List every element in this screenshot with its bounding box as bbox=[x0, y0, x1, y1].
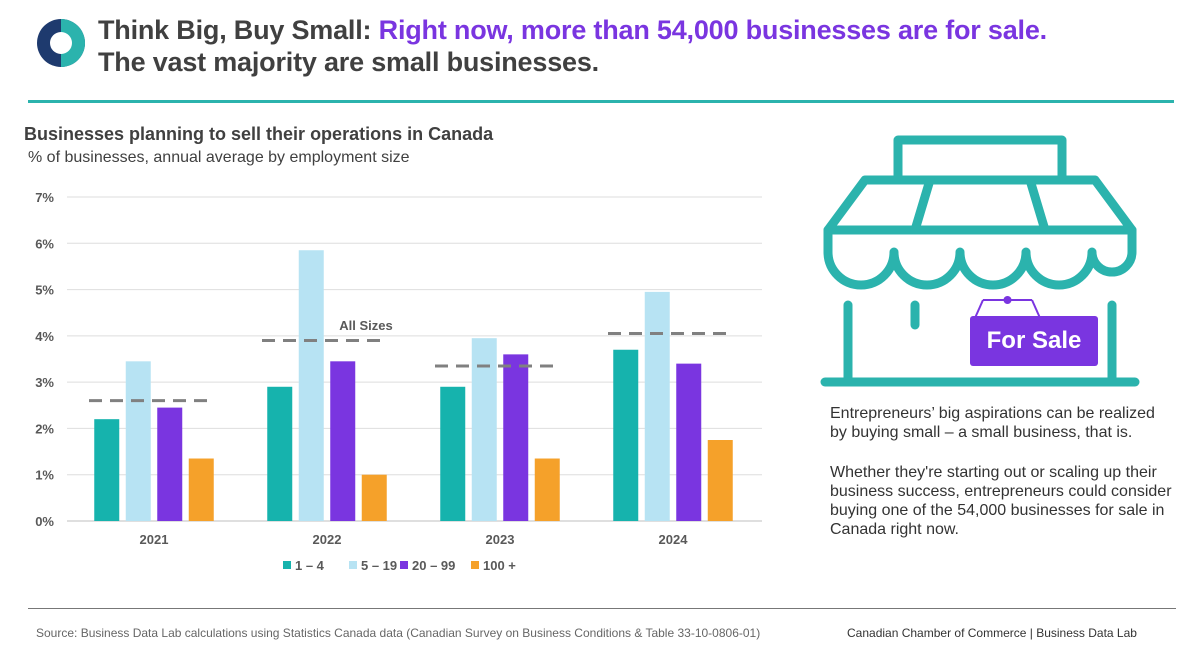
headline-accent: Right now, more than 54,000 businesses a… bbox=[378, 15, 1048, 45]
chart-title: Businesses planning to sell their operat… bbox=[24, 124, 494, 144]
bar bbox=[125, 361, 151, 521]
legend-swatch bbox=[349, 561, 357, 569]
headline-tail: The vast majority are small businesses. bbox=[98, 47, 599, 77]
bar bbox=[267, 386, 293, 521]
y-tick-label: 7% bbox=[35, 190, 54, 205]
bar bbox=[298, 250, 324, 521]
sidebar-paragraph-1: Entrepreneurs’ big aspirations can be re… bbox=[830, 405, 1155, 441]
legend-label: 1 – 4 bbox=[295, 558, 325, 573]
bar bbox=[503, 354, 529, 521]
legend-label: 20 – 99 bbox=[412, 558, 455, 573]
bar-chart: 0% 1% 2% 3% 4% 5% 6% 7% 2021 2022 2023 2024 All Size… bbox=[35, 190, 762, 573]
headline-lead: Think Big, Buy Small: bbox=[98, 15, 372, 45]
y-tick-label: 0% bbox=[35, 514, 54, 529]
all-sizes-label: All Sizes bbox=[339, 318, 392, 333]
legend-swatch bbox=[400, 561, 408, 569]
bar bbox=[440, 386, 466, 521]
legend-swatch bbox=[471, 561, 479, 569]
bar bbox=[613, 349, 639, 521]
legend-label: 100 + bbox=[483, 558, 516, 573]
x-tick-label: 2023 bbox=[486, 532, 515, 547]
credit-note: Canadian Chamber of Commerce | Business … bbox=[847, 626, 1137, 640]
bar bbox=[361, 474, 387, 521]
for-sale-sign: For Sale bbox=[986, 327, 1082, 354]
bar bbox=[644, 291, 670, 521]
bar bbox=[94, 419, 120, 521]
legend-swatch bbox=[283, 561, 291, 569]
chart-subtitle: % of businesses, annual average by emplo… bbox=[28, 149, 410, 166]
bar bbox=[471, 338, 497, 521]
x-tick-label: 2022 bbox=[313, 532, 342, 547]
sidebar-paragraph-2: Whether they're starting out or scaling … bbox=[830, 464, 1172, 538]
chamber-logo-icon bbox=[37, 19, 85, 67]
source-note: Source: Business Data Lab calculations u… bbox=[36, 626, 761, 640]
x-tick-label: 2024 bbox=[659, 532, 689, 547]
y-tick-label: 3% bbox=[35, 375, 54, 390]
storefront-icon bbox=[820, 135, 1140, 387]
y-tick-label: 2% bbox=[35, 421, 54, 436]
x-tick-label: 2021 bbox=[140, 532, 169, 547]
bar bbox=[534, 458, 560, 521]
page-headline: Think Big, Buy Small: Right now, more th… bbox=[98, 14, 1193, 78]
legend-label: 5 – 19 bbox=[361, 558, 397, 573]
bar bbox=[188, 458, 214, 521]
y-tick-label: 6% bbox=[35, 236, 54, 251]
bar bbox=[330, 361, 356, 521]
bar bbox=[676, 363, 702, 521]
footer-divider bbox=[28, 608, 1176, 609]
y-tick-label: 5% bbox=[35, 283, 54, 298]
bar bbox=[707, 440, 733, 521]
header-divider bbox=[28, 100, 1174, 103]
bar bbox=[157, 407, 183, 521]
y-tick-label: 4% bbox=[35, 329, 54, 344]
y-tick-label: 1% bbox=[35, 468, 54, 483]
